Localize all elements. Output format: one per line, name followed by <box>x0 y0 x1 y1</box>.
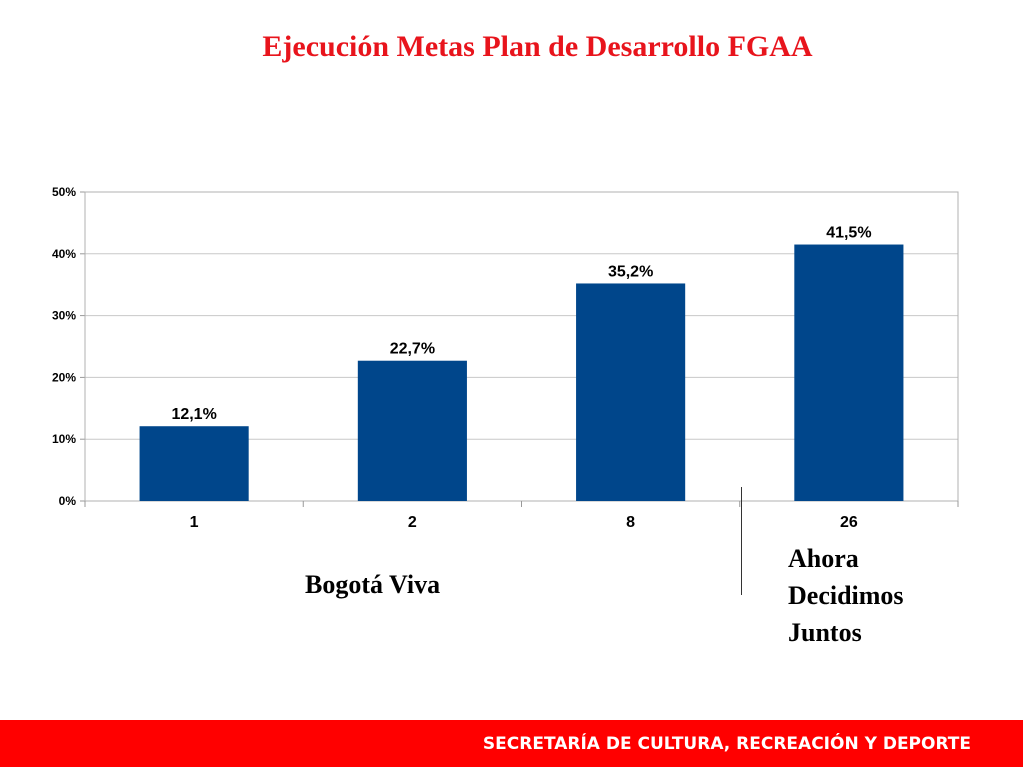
footer-text: SECRETARÍA DE CULTURA, RECREACIÓN Y DEPO… <box>482 734 971 754</box>
x-tick-label: 8 <box>626 514 635 531</box>
group-label-line: Decidimos <box>788 581 904 610</box>
y-tick-label: 40% <box>52 247 76 261</box>
bar <box>139 426 249 501</box>
x-tick-label: 1 <box>190 514 199 531</box>
y-tick-label: 0% <box>59 494 77 508</box>
y-tick-label: 30% <box>52 309 76 323</box>
bar <box>794 244 904 501</box>
x-tick-label: 26 <box>840 514 858 531</box>
x-tick-label: 2 <box>408 514 417 531</box>
group-label-bogota-viva: Bogotá Viva <box>305 570 441 599</box>
data-label: 12,1% <box>171 406 216 423</box>
y-tick-label: 10% <box>52 432 76 446</box>
y-tick-label: 20% <box>52 370 76 384</box>
data-label: 22,7% <box>390 341 435 358</box>
bar <box>576 283 686 501</box>
group-label-line: Juntos <box>788 618 862 647</box>
data-label: 41,5% <box>826 225 871 242</box>
footer-bar: SECRETARÍA DE CULTURA, RECREACIÓN Y DEPO… <box>0 720 1023 767</box>
bar <box>357 360 467 501</box>
group-label-ahora-decidimos-juntos: Ahora Decidimos Juntos <box>788 540 904 651</box>
chart-title: Ejecución Metas Plan de Desarrollo FGAA <box>262 30 813 63</box>
group-divider <box>741 487 742 595</box>
group-label-line: Ahora <box>788 544 859 573</box>
y-tick-label: 50% <box>52 185 76 199</box>
data-label: 35,2% <box>608 263 653 280</box>
